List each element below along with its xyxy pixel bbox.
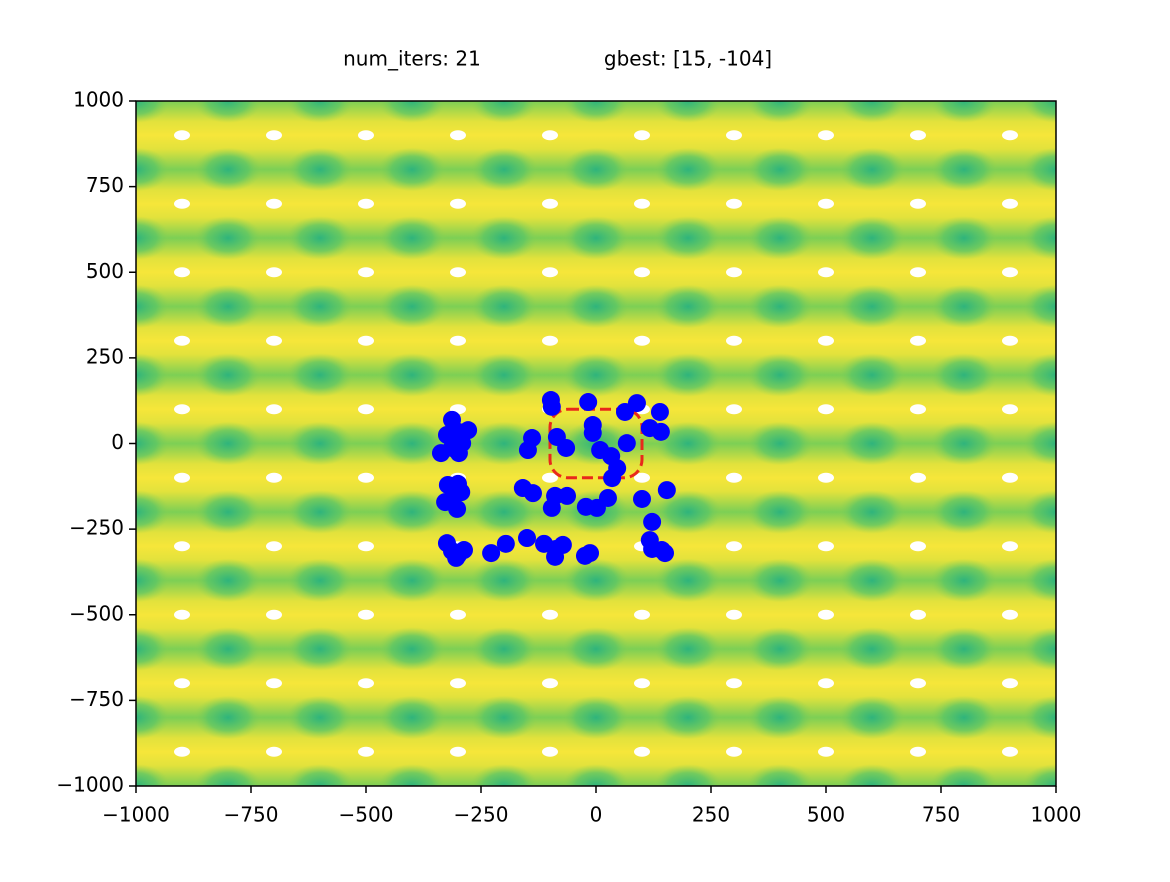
- y-tick-label: 250: [86, 344, 124, 368]
- x-tick-label: −750: [224, 803, 279, 827]
- particle: [447, 548, 466, 567]
- particle: [557, 438, 576, 457]
- highlight-box: [548, 407, 644, 480]
- y-tick-label: 0: [111, 430, 124, 454]
- particle: [643, 512, 662, 531]
- particle: [496, 534, 515, 553]
- particle: [598, 488, 617, 507]
- particle: [453, 434, 472, 453]
- particle: [558, 486, 577, 505]
- particle: [617, 434, 636, 453]
- particle: [448, 499, 467, 518]
- y-tick-label: −1000: [56, 773, 124, 797]
- particle: [523, 484, 542, 503]
- y-tick-label: 750: [86, 173, 124, 197]
- x-tick-label: 500: [807, 803, 845, 827]
- particle: [657, 481, 676, 500]
- particle: [650, 402, 669, 421]
- x-tick-label: 250: [692, 803, 730, 827]
- particle: [523, 429, 542, 448]
- particle: [656, 544, 674, 563]
- particle: [583, 423, 602, 442]
- particle: [651, 422, 670, 441]
- y-tick-label: 500: [86, 259, 124, 283]
- x-tick-label: −250: [454, 803, 509, 827]
- particle: [579, 393, 598, 412]
- particle: [633, 489, 651, 508]
- particle: [581, 544, 600, 563]
- chart-title: num_iters: 21: [343, 47, 481, 71]
- x-tick-label: 1000: [1031, 803, 1082, 827]
- y-tick-label: −250: [69, 516, 124, 540]
- y-tick-label: 1000: [73, 88, 124, 112]
- particle: [518, 529, 536, 548]
- particle: [431, 444, 450, 463]
- particle: [627, 394, 646, 413]
- particle: [546, 547, 565, 566]
- plot-area: [431, 391, 676, 567]
- x-tick-label: 750: [922, 803, 960, 827]
- x-tick-label: −500: [339, 803, 394, 827]
- x-tick-label: −1000: [102, 803, 170, 827]
- y-tick-label: −750: [69, 687, 124, 711]
- chart-subtitle: gbest: [15, -104]: [604, 47, 772, 71]
- particle: [542, 397, 561, 416]
- particle: [608, 459, 627, 478]
- particle: [482, 544, 501, 563]
- x-tick-label: 0: [590, 803, 603, 827]
- y-tick-label: −500: [69, 601, 124, 625]
